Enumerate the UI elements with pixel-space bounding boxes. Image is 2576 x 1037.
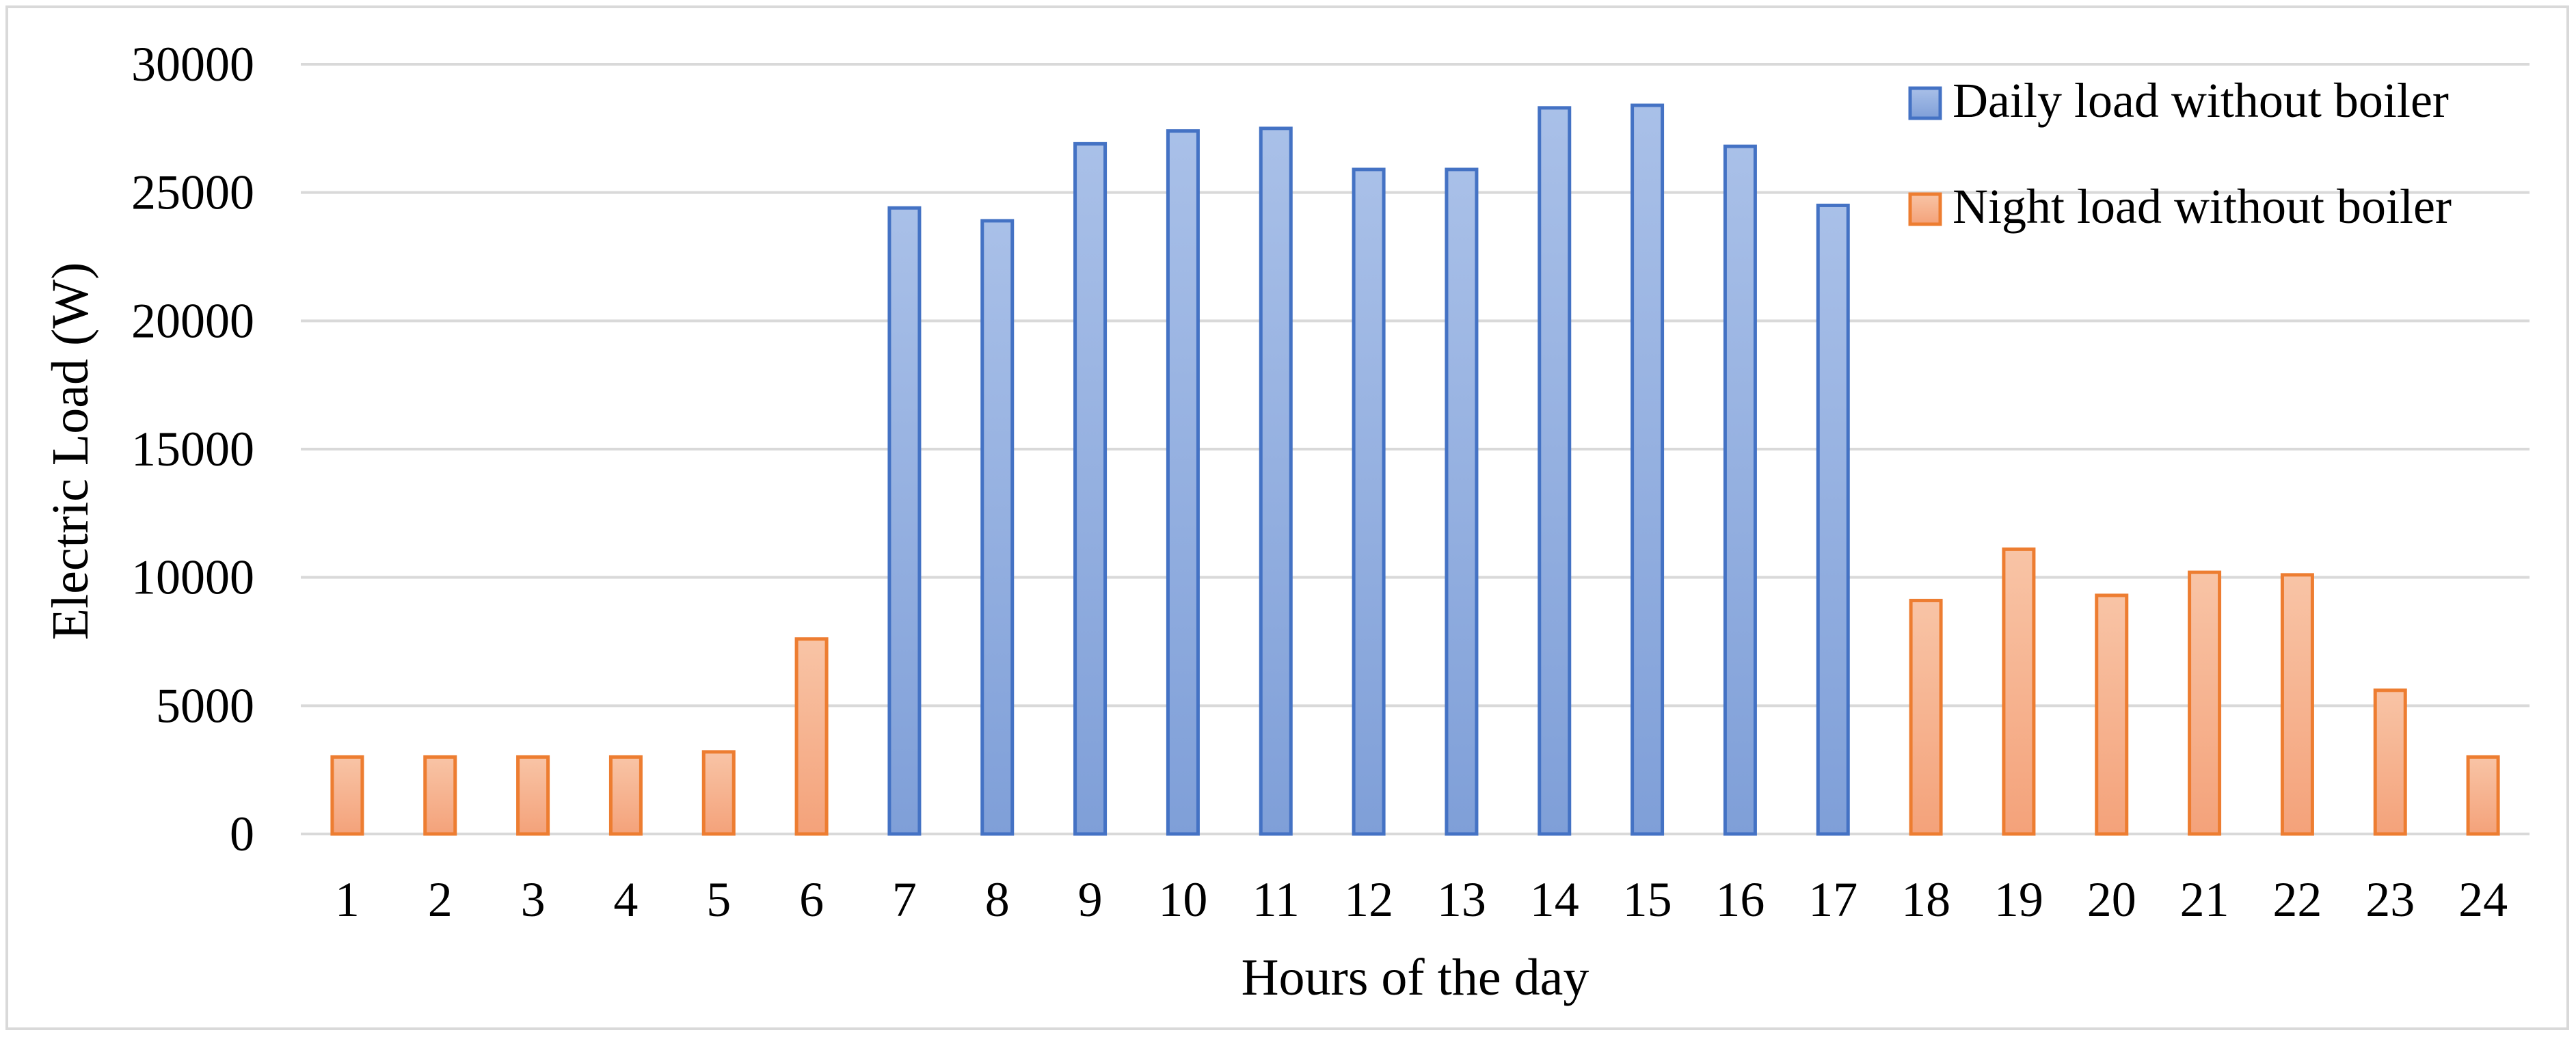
bar-night-2 bbox=[423, 755, 457, 836]
x-tick-label: 16 bbox=[1715, 872, 1765, 927]
bar-daily-13 bbox=[1445, 167, 1479, 836]
x-tick-label: 11 bbox=[1252, 872, 1300, 927]
x-tick-label: 3 bbox=[521, 872, 546, 927]
x-tick-label: 21 bbox=[2180, 872, 2229, 927]
bar-night-3 bbox=[516, 755, 550, 836]
x-tick-label: 22 bbox=[2272, 872, 2322, 927]
x-tick-label: 9 bbox=[1078, 872, 1103, 927]
x-tick-label: 13 bbox=[1437, 872, 1486, 927]
y-tick-label: 25000 bbox=[131, 165, 254, 220]
bar-night-6 bbox=[794, 637, 829, 836]
x-tick-label: 8 bbox=[985, 872, 1010, 927]
x-tick-label: 23 bbox=[2365, 872, 2415, 927]
x-tick-label: 20 bbox=[2087, 872, 2136, 927]
bar-daily-17 bbox=[1816, 203, 1850, 836]
x-tick-labels: 1 2 3 4 5 6 7 8 9 10 11 12 13 14 15 16 17 18 19 20 21 22 23 24 bbox=[335, 872, 2508, 927]
bar-night-5 bbox=[701, 750, 736, 836]
y-tick-label: 30000 bbox=[131, 37, 254, 92]
bar-night-18 bbox=[1909, 598, 1943, 836]
bar-daily-10 bbox=[1166, 129, 1200, 836]
legend: Daily load without boiler Night load with… bbox=[1908, 73, 2452, 234]
x-tick-label: 7 bbox=[892, 872, 917, 927]
y-tick-labels: 0 5000 10000 15000 20000 25000 30000 bbox=[131, 37, 254, 861]
x-tick-label: 14 bbox=[1530, 872, 1579, 927]
x-tick-label: 10 bbox=[1158, 872, 1207, 927]
y-tick-label: 0 bbox=[230, 807, 254, 861]
x-tick-label: 2 bbox=[428, 872, 453, 927]
bar-night-19 bbox=[2002, 547, 2036, 836]
x-tick-label: 5 bbox=[706, 872, 731, 927]
x-tick-label: 18 bbox=[1901, 872, 1950, 927]
bar-night-4 bbox=[608, 755, 643, 836]
y-tick-label: 20000 bbox=[131, 293, 254, 348]
bar-daily-8 bbox=[980, 219, 1015, 836]
legend-swatch-night bbox=[1908, 192, 1942, 226]
bar-night-22 bbox=[2280, 573, 2314, 836]
bar-night-24 bbox=[2466, 755, 2500, 836]
bar-night-23 bbox=[2373, 688, 2407, 836]
x-tick-label: 1 bbox=[335, 872, 360, 927]
bar-daily-15 bbox=[1631, 103, 1665, 836]
bar-night-21 bbox=[2188, 570, 2222, 836]
x-tick-label: 17 bbox=[1808, 872, 1857, 927]
legend-swatch-daily bbox=[1908, 86, 1942, 120]
x-tick-label: 19 bbox=[1994, 872, 2043, 927]
bars bbox=[330, 103, 2500, 836]
x-tick-label: 6 bbox=[799, 872, 824, 927]
legend-label-daily: Daily load without boiler bbox=[1953, 73, 2449, 128]
bar-daily-7 bbox=[887, 206, 922, 836]
x-tick-label: 12 bbox=[1344, 872, 1393, 927]
bar-daily-16 bbox=[1723, 144, 1757, 836]
gridlines bbox=[301, 63, 2530, 835]
y-tick-label: 5000 bbox=[156, 678, 254, 733]
y-axis-title: Electric Load (W) bbox=[42, 262, 99, 641]
bar-night-1 bbox=[330, 755, 364, 836]
legend-label-night: Night load without boiler bbox=[1953, 179, 2452, 234]
y-tick-label: 10000 bbox=[131, 550, 254, 605]
y-tick-label: 15000 bbox=[131, 422, 254, 476]
bar-daily-11 bbox=[1259, 126, 1293, 836]
x-axis-title: Hours of the day bbox=[1242, 949, 1589, 1006]
bar-daily-9 bbox=[1073, 142, 1108, 836]
bar-daily-12 bbox=[1352, 167, 1386, 836]
bar-daily-14 bbox=[1538, 106, 1572, 836]
x-tick-label: 24 bbox=[2458, 872, 2508, 927]
x-tick-label: 15 bbox=[1623, 872, 1672, 927]
x-tick-label: 4 bbox=[613, 872, 638, 927]
bar-night-20 bbox=[2095, 593, 2129, 836]
